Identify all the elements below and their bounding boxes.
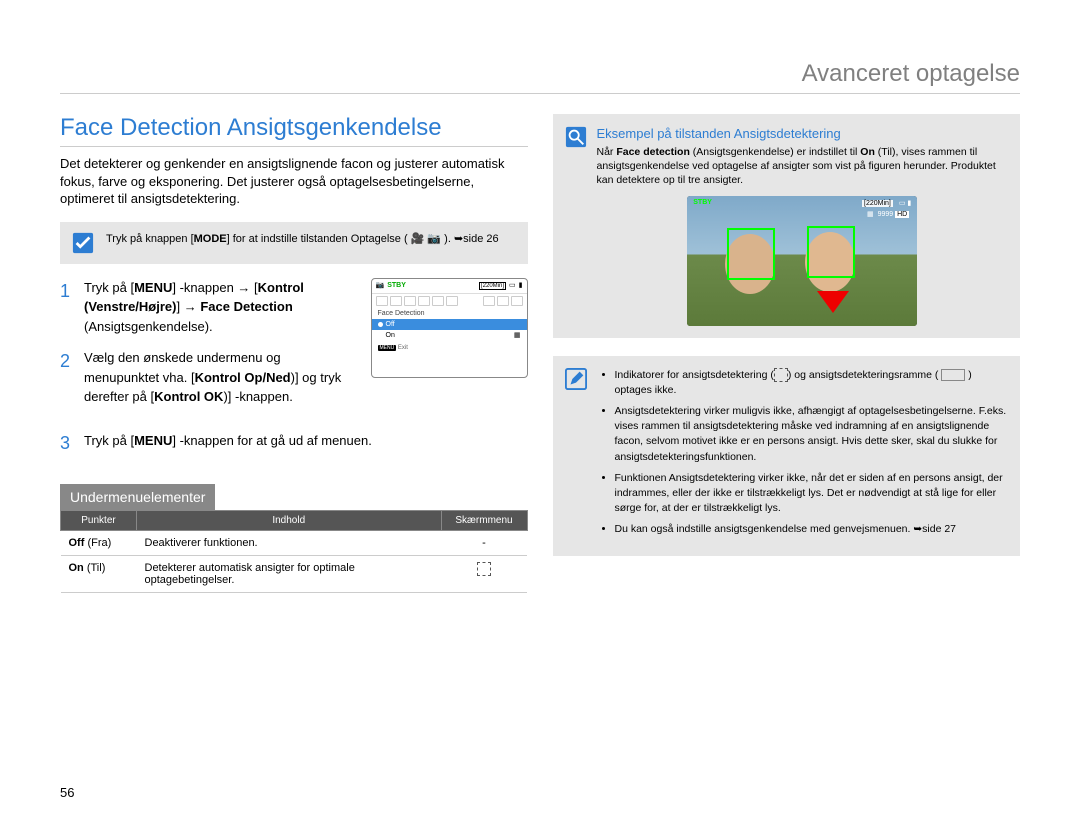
- step-text: Vælg den ønskede undermenu og menupunkte…: [84, 348, 357, 407]
- th-punkter: Punkter: [61, 510, 137, 530]
- step-text: Tryk på [MENU] -knappen → [Kontrol (Vens…: [84, 278, 357, 337]
- note-pre: Tryk på knappen [: [106, 233, 194, 245]
- tips-list: Indikatorer for ansigtsdetektering () og…: [599, 368, 1009, 544]
- card-icon: ▭: [509, 282, 516, 289]
- vf-count: 9999: [878, 211, 894, 218]
- tip-item: Indikatorer for ansigtsdetektering () og…: [615, 368, 1009, 398]
- table-row: On (Til) Detekterer automatisk ansigter …: [61, 555, 528, 592]
- step-2: 2 Vælg den ønskede undermenu og menupunk…: [60, 348, 357, 407]
- tip-item: Ansigtsdetektering virker muligvis ikke,…: [615, 404, 1009, 465]
- page-number: 56: [60, 785, 74, 800]
- example-title: Eksempel på tilstanden Ansigtsdetekterin…: [597, 126, 1009, 141]
- step-num: 3: [60, 433, 74, 454]
- check-icon: [72, 232, 94, 254]
- magnifier-icon: [565, 126, 587, 148]
- lcd-on-label: On: [386, 332, 395, 339]
- lcd-iconrow: [372, 294, 527, 308]
- ex-mid: (Ansigtsgenkendelse) er indstillet til: [690, 146, 860, 158]
- lcd-off-label: Off: [386, 321, 395, 328]
- submenu-header: Undermenuelementer: [60, 484, 215, 510]
- step-text: Tryk på [MENU] -knappen for at gå ud af …: [84, 433, 372, 454]
- ex-on: On: [860, 146, 875, 158]
- mode-note-text: Tryk på knappen [MODE] for at indstille …: [106, 232, 499, 247]
- th-skaerm: Skærmmenu: [441, 510, 527, 530]
- fd-icon: [774, 368, 788, 382]
- example-body: Når Face detection (Ansigtsgenkendelse) …: [597, 145, 1009, 188]
- row-pt-sub: (Fra): [84, 537, 111, 549]
- tip-item: Du kan også indstille ansigtsgenkendelse…: [615, 522, 1009, 537]
- row-pt-sub: (Til): [84, 562, 106, 574]
- face-detect-icon: [477, 562, 491, 576]
- vf-time: [220Min]: [862, 200, 893, 207]
- submenu-table: Punkter Indhold Skærmmenu Off (Fra) Deak…: [60, 510, 528, 593]
- pencil-icon: [565, 368, 587, 390]
- mode-note-box: Tryk på knappen [MODE] for at indstille …: [60, 222, 528, 264]
- lcd-opt-off: Off: [372, 319, 527, 330]
- frame-icon: [941, 369, 965, 381]
- lcd-screenshot: 📷 STBY [220Min] ▭ ▮ Face Detection Off: [371, 278, 528, 378]
- tips-box: Indikatorer for ansigtsdetektering () og…: [553, 356, 1021, 556]
- table-row: Off (Fra) Deaktiverer funktionen. -: [61, 530, 528, 555]
- fd-icon: ▦: [514, 332, 521, 339]
- battery-icon: ▮: [519, 282, 523, 289]
- face-frame: [807, 226, 855, 278]
- lcd-time: [220Min]: [479, 282, 506, 290]
- lcd-exit-btn: MENU: [378, 345, 397, 351]
- note-post: ] for at indstille tilstanden Optagelse …: [227, 233, 499, 245]
- lcd-menu-title: Face Detection: [372, 308, 527, 319]
- section-title: Face Detection Ansigtsgenkendelse: [60, 114, 528, 147]
- row-desc: Detekterer automatisk ansigter for optim…: [137, 555, 442, 592]
- row-desc: Deaktiverer funktionen.: [137, 530, 442, 555]
- ex-pre: Når: [597, 146, 617, 158]
- lcd-exit-label: Exit: [398, 345, 408, 351]
- step-3: 3 Tryk på [MENU] -knappen for at gå ud a…: [60, 433, 528, 454]
- example-box: Eksempel på tilstanden Ansigtsdetekterin…: [553, 114, 1021, 338]
- row-pt: On: [69, 562, 84, 574]
- row-icon: [441, 555, 527, 592]
- lcd-stby: STBY: [387, 282, 406, 289]
- chapter-title: Avanceret optagelse: [60, 60, 1020, 94]
- th-indhold: Indhold: [137, 510, 442, 530]
- stby-icon: 📷: [376, 282, 385, 289]
- intro-text: Det detekterer og genkender en ansigtsli…: [60, 155, 528, 208]
- row-icon: -: [441, 530, 527, 555]
- row-pt: Off: [69, 537, 85, 549]
- vf-hd: HD: [895, 211, 909, 218]
- face-frame: [727, 228, 775, 280]
- step-num: 2: [60, 348, 74, 407]
- ex-bold: Face detection: [616, 146, 690, 158]
- vf-stby: STBY: [693, 199, 712, 207]
- vf-overlay: STBY [220Min] ▭ ▮: [693, 199, 911, 207]
- note-mode-btn: MODE: [194, 233, 227, 245]
- lcd-exit: MENU Exit: [372, 341, 527, 355]
- lcd-opt-on: On ▦: [372, 330, 527, 341]
- red-arrow-icon: [817, 291, 849, 313]
- step-1: 1 Tryk på [MENU] -knappen → [Kontrol (Ve…: [60, 278, 357, 337]
- vf-info: ▦9999 HD: [867, 210, 909, 218]
- tip-item: Funktionen Ansigtsdetektering virker ikk…: [615, 471, 1009, 517]
- step-num: 1: [60, 278, 74, 337]
- viewfinder-image: STBY [220Min] ▭ ▮ ▦9999 HD: [687, 196, 917, 326]
